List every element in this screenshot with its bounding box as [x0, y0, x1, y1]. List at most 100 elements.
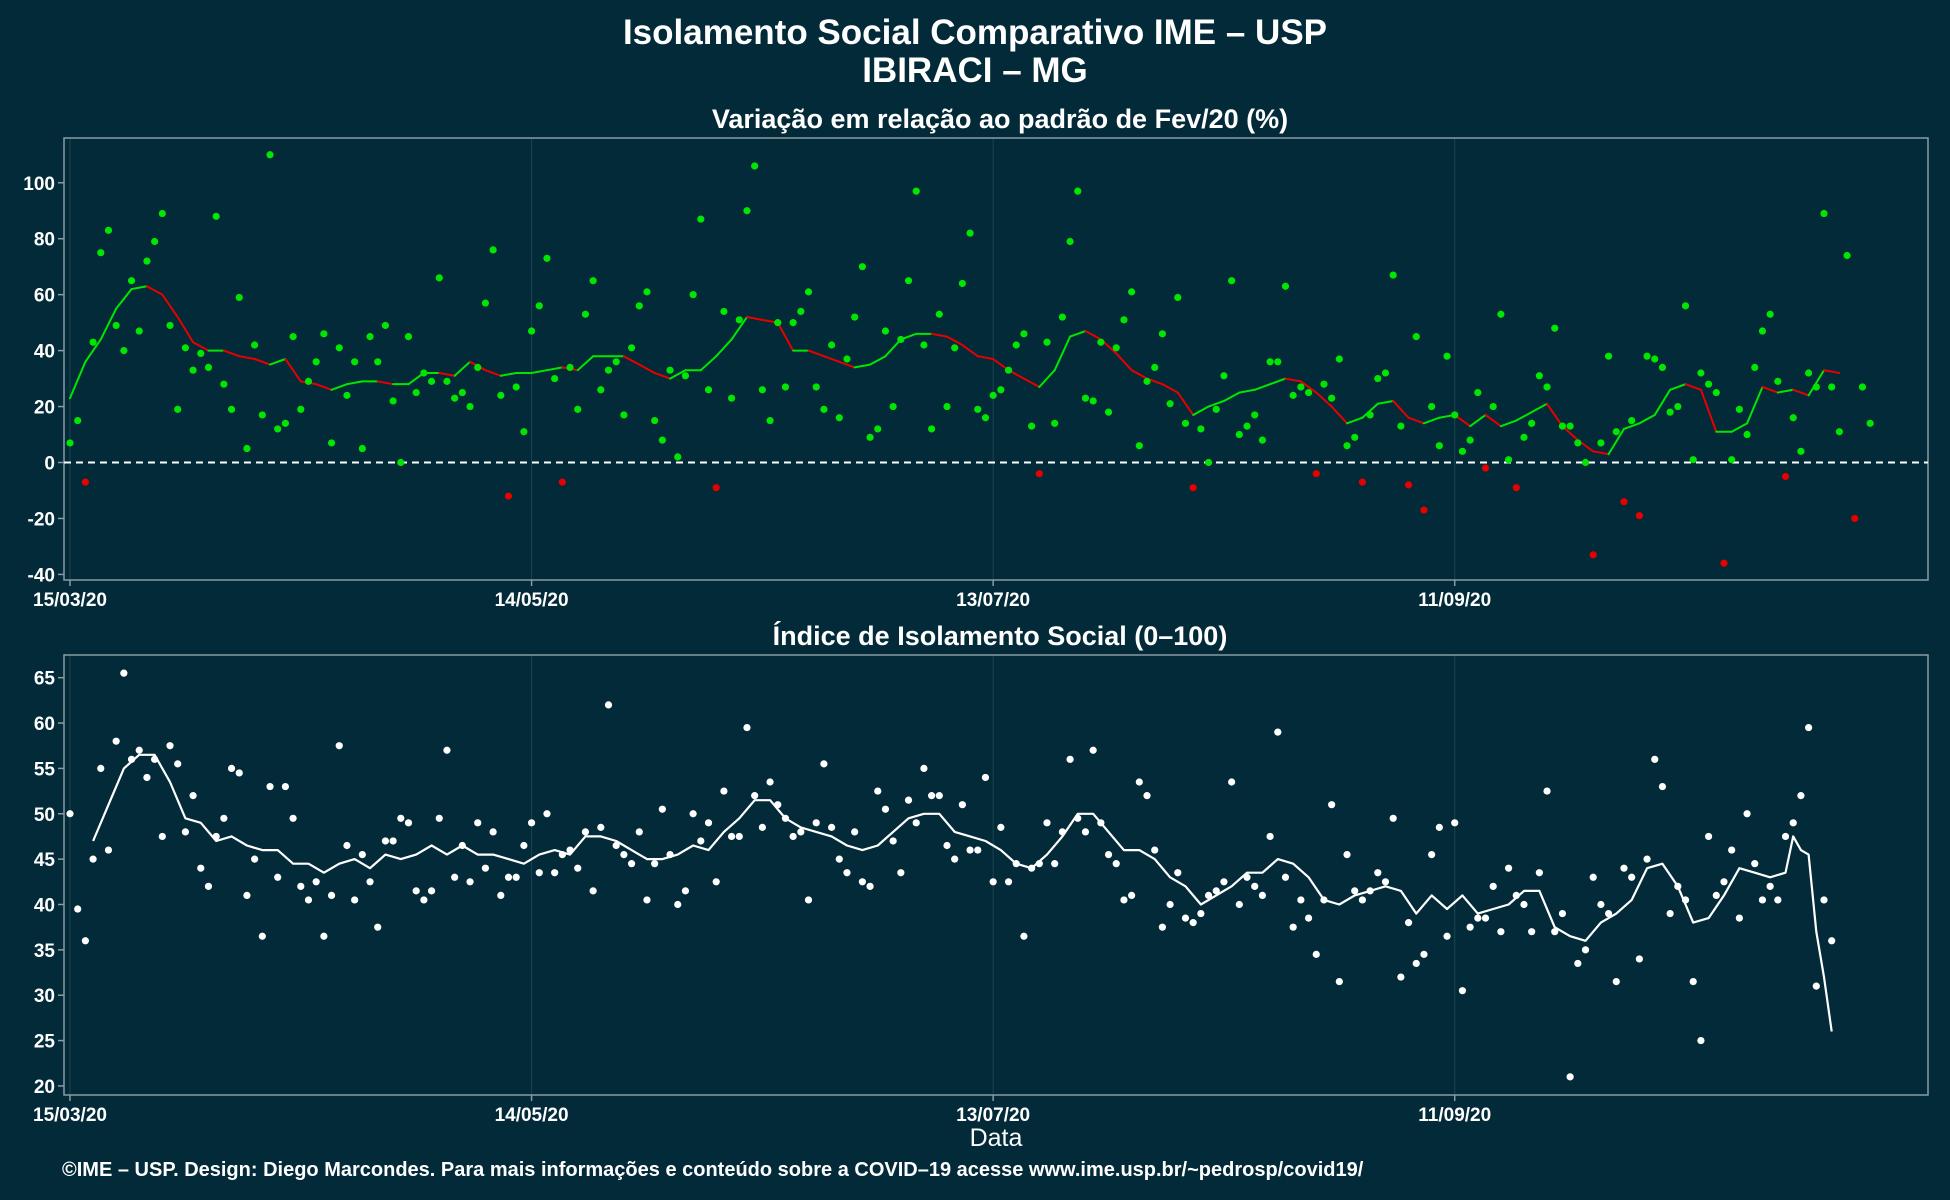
data-point — [389, 837, 397, 845]
data-point — [1643, 855, 1651, 863]
data-point — [581, 828, 590, 836]
data-point — [1243, 873, 1251, 881]
data-point — [1081, 828, 1090, 836]
data-point — [335, 742, 343, 750]
data-point — [1366, 887, 1374, 895]
y-tick-label: 40 — [34, 342, 55, 363]
y-tick-label: 80 — [34, 230, 55, 251]
data-point — [1658, 363, 1667, 371]
data-point — [358, 444, 366, 453]
y-tick-label: 40 — [34, 895, 55, 916]
data-point — [535, 302, 543, 310]
moving-average-segment — [838, 360, 856, 369]
data-point — [689, 810, 697, 818]
data-point — [1543, 383, 1551, 391]
data-point — [1651, 755, 1659, 763]
data-point — [581, 310, 590, 318]
moving-average-segment — [1130, 369, 1149, 380]
data-point — [1435, 442, 1443, 450]
data-point — [751, 792, 759, 800]
data-point — [104, 846, 113, 854]
moving-average-segment — [1761, 385, 1779, 394]
data-point — [1743, 430, 1751, 439]
moving-average-segment — [176, 316, 195, 344]
moving-average-segment — [653, 371, 672, 380]
data-point — [1812, 982, 1820, 990]
data-point — [343, 391, 351, 399]
data-point — [1404, 481, 1413, 489]
data-point — [727, 394, 736, 402]
data-point — [1366, 411, 1374, 419]
data-point — [1512, 891, 1520, 900]
data-point — [1489, 402, 1497, 411]
moving-average-segment — [84, 338, 102, 363]
data-point — [797, 828, 805, 836]
data-point — [174, 405, 182, 413]
data-point — [1805, 369, 1813, 377]
data-point — [943, 841, 951, 850]
moving-average-segment — [1361, 402, 1379, 419]
data-point — [835, 855, 843, 863]
moving-average-segment — [545, 366, 564, 372]
data-point — [1135, 778, 1143, 786]
moving-average-segment — [1822, 369, 1841, 374]
data-point — [874, 787, 882, 795]
data-point — [889, 402, 897, 411]
data-point — [220, 814, 228, 822]
data-point — [1397, 422, 1405, 430]
data-point — [866, 433, 874, 441]
moving-average-segment — [1238, 388, 1256, 394]
data-point — [1174, 293, 1182, 302]
data-point — [81, 478, 89, 486]
data-point — [1297, 383, 1305, 391]
moving-average-segment — [453, 360, 472, 377]
moving-average-segment — [130, 285, 148, 291]
data-point — [1012, 860, 1020, 868]
data-point — [1281, 873, 1290, 881]
moving-average-segment — [1422, 416, 1441, 425]
data-point — [1528, 928, 1536, 936]
data-point — [1128, 288, 1136, 296]
data-point — [597, 823, 605, 831]
moving-average-segment — [1699, 388, 1718, 433]
data-point — [735, 832, 743, 841]
data-point — [1151, 846, 1159, 854]
y-tick-label: 35 — [34, 941, 56, 962]
data-point — [197, 349, 205, 358]
y-tick-label: 55 — [34, 759, 56, 780]
data-point — [343, 841, 351, 850]
data-point — [1597, 439, 1605, 447]
data-point — [1166, 400, 1174, 408]
data-point — [1689, 977, 1697, 986]
moving-average-segment — [1746, 385, 1764, 425]
data-point — [1035, 470, 1043, 478]
moving-average-segment — [1022, 377, 1041, 388]
data-point — [704, 386, 713, 394]
data-point — [1612, 428, 1620, 436]
moving-average-segment — [1515, 411, 1533, 422]
data-point — [1397, 973, 1405, 981]
data-point — [266, 782, 274, 791]
data-point — [697, 837, 705, 845]
data-point — [1497, 928, 1505, 936]
moving-average-segment — [1038, 369, 1056, 388]
data-point — [658, 436, 666, 444]
data-point — [1458, 987, 1467, 995]
data-point — [1658, 782, 1667, 791]
data-point — [551, 374, 559, 383]
data-point — [1335, 977, 1343, 986]
data-point — [143, 773, 151, 782]
moving-average-segment — [1807, 369, 1825, 397]
data-point — [1720, 878, 1728, 886]
data-point — [858, 878, 866, 886]
data-point — [1589, 551, 1597, 559]
data-point — [604, 366, 613, 374]
data-point — [1604, 909, 1613, 918]
moving-average-segment — [715, 338, 733, 358]
moving-average-segment — [499, 371, 518, 377]
data-point — [1266, 832, 1274, 841]
moving-average-segment — [1530, 402, 1549, 414]
data-point — [1235, 430, 1243, 439]
x-tick-label: 11/09/20 — [1418, 590, 1491, 611]
data-point — [527, 819, 536, 827]
